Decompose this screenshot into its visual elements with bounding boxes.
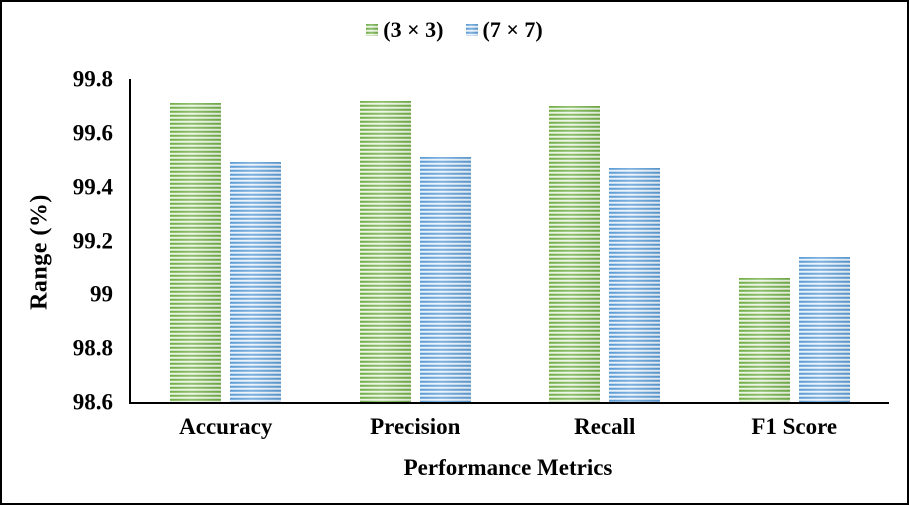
bar-33-f1-score	[738, 278, 790, 402]
x-category-label: Precision	[370, 414, 461, 439]
y-tick-label: 99.2	[72, 228, 113, 253]
y-tick-label: 98.8	[72, 335, 113, 361]
legend-item-7x7: (7 × 7)	[465, 17, 543, 42]
y-tick-label: 99	[90, 281, 113, 307]
bar-33-recall	[549, 106, 601, 402]
bar-33-accuracy	[170, 103, 222, 402]
legend-label-3x3: (3 × 3)	[383, 17, 444, 42]
y-tick-label: 99.6	[72, 120, 113, 146]
legend-swatch-3x3-icon	[366, 24, 379, 36]
x-axis-title: Performance Metrics	[403, 455, 613, 480]
legend: (3 × 3) (7 × 7)	[2, 19, 907, 41]
y-tick-label: 99.8	[72, 66, 113, 92]
legend-label-7x7: (7 × 7)	[482, 17, 543, 42]
bar-77-recall	[609, 168, 661, 402]
bar-77-accuracy	[230, 162, 282, 402]
bar-77-precision	[419, 157, 471, 402]
legend-item-3x3: (3 × 3)	[366, 17, 444, 42]
y-tick-label: 98.6	[72, 389, 113, 415]
x-category-label: Accuracy	[179, 414, 273, 439]
bar-77-f1-score	[798, 257, 850, 402]
y-tick-label: 99.4	[72, 174, 113, 200]
x-category-label: Recall	[574, 414, 636, 439]
legend-swatch-7x7-icon	[465, 24, 478, 36]
bar-33-precision	[359, 101, 411, 402]
x-category-label: F1 Score	[751, 414, 838, 439]
y-axis-title: Range (%)	[26, 194, 53, 310]
plot-area	[129, 79, 889, 404]
